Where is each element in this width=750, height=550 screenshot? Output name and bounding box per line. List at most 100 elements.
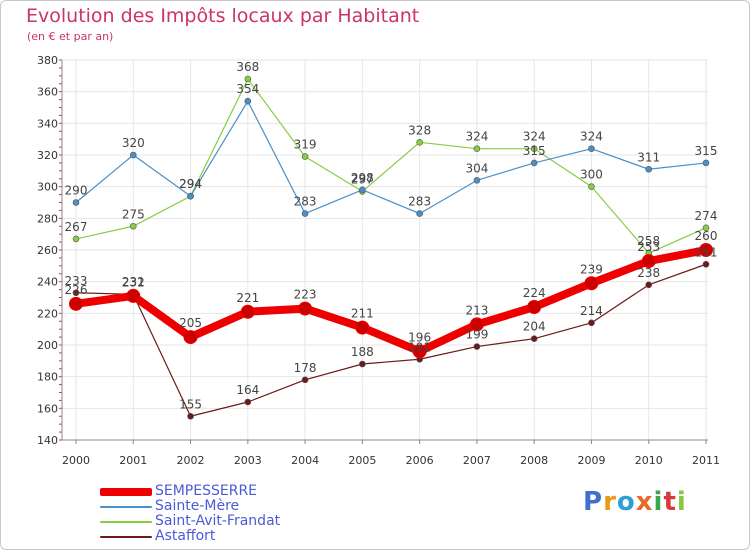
data-label: 214 [580, 304, 603, 318]
data-label: 164 [236, 383, 259, 397]
data-point [473, 145, 481, 152]
data-label: 253 [637, 240, 660, 254]
series-line [75, 263, 707, 417]
data-label: 315 [695, 144, 718, 158]
data-label: 298 [351, 171, 374, 185]
y-tick-label: 140 [37, 434, 58, 447]
x-tick-label: 2005 [348, 454, 376, 467]
logo-letter: t [663, 487, 677, 517]
data-point [527, 300, 542, 314]
data-point [240, 304, 255, 319]
legend-label: Sainte-Mère [155, 498, 240, 514]
data-point [641, 254, 656, 269]
legend-swatch [100, 488, 152, 496]
data-point [530, 335, 538, 342]
data-label: 211 [351, 307, 374, 321]
x-tick-label: 2002 [177, 454, 205, 467]
y-tick-label: 260 [37, 244, 58, 257]
data-label: 324 [465, 130, 488, 144]
data-label: 213 [465, 303, 488, 317]
logo-letter: x [635, 487, 654, 517]
data-point [530, 159, 538, 167]
data-label: 196 [408, 330, 431, 344]
series-line [75, 78, 707, 254]
data-label: 274 [695, 209, 718, 223]
series-line [75, 246, 707, 356]
x-tick-label: 2000 [62, 454, 90, 467]
y-tick-label: 220 [37, 307, 58, 320]
y-tick-label: 200 [37, 339, 58, 352]
logo-letter: o [616, 487, 636, 517]
x-tick-label: 2008 [520, 454, 548, 467]
y-tick-label: 320 [37, 149, 58, 162]
data-label: 191 [408, 340, 431, 354]
data-label: 311 [637, 150, 660, 164]
data-label: 204 [523, 320, 546, 334]
data-point [645, 165, 653, 173]
label-layer: 233 232 155 164 178 188 191 199 204 214 238 251 267 2… [65, 60, 718, 411]
data-point [187, 412, 194, 420]
y-tick-label: 160 [37, 402, 58, 415]
data-label: 290 [65, 184, 88, 198]
data-point [530, 145, 538, 152]
y-tick-label: 360 [37, 86, 58, 99]
data-point [412, 344, 427, 359]
data-point [355, 320, 370, 335]
data-label: 283 [294, 195, 317, 209]
data-label: 178 [294, 361, 317, 375]
data-point [129, 222, 137, 230]
data-point [416, 210, 423, 217]
data-label: 354 [236, 82, 259, 96]
data-point [129, 151, 137, 159]
data-label: 221 [236, 291, 259, 305]
data-label: 232 [122, 275, 145, 289]
data-point [301, 376, 309, 384]
legend-swatch [100, 521, 152, 523]
data-label: 199 [465, 328, 488, 342]
data-label: 251 [695, 245, 718, 259]
data-label: 188 [351, 345, 374, 359]
data-label: 205 [179, 316, 202, 330]
proxiti-logo: Proxiti [583, 487, 687, 517]
y-tick-label: 380 [37, 54, 58, 67]
data-label: 258 [637, 234, 660, 248]
data-point [301, 153, 309, 160]
data-point [244, 97, 252, 105]
data-label: 297 [351, 172, 374, 186]
x-tick-label: 2003 [234, 454, 262, 467]
data-point [72, 199, 80, 206]
data-label: 223 [294, 288, 317, 302]
data-label: 319 [294, 138, 317, 152]
logo-letter: i [653, 487, 664, 517]
data-label: 226 [65, 283, 88, 297]
y-tick-label: 340 [37, 117, 58, 130]
data-point [702, 159, 710, 167]
data-point [588, 183, 595, 190]
x-tick-label: 2011 [692, 454, 720, 467]
chart-title: Evolution des Impôts locaux par Habitant [26, 5, 420, 27]
data-label: 320 [122, 136, 145, 150]
y-tick-label: 300 [37, 181, 58, 194]
data-point [126, 288, 141, 303]
data-point [469, 317, 484, 332]
x-tick-label: 2006 [406, 454, 434, 467]
axis-layer: 140 160 180 200 220 240 260 280 300 320 340 360 380 2… [37, 54, 720, 467]
y-tick-label: 280 [37, 212, 58, 225]
data-label: 233 [65, 274, 88, 288]
data-label: 260 [695, 229, 718, 243]
data-point [702, 260, 710, 268]
data-label: 238 [637, 266, 660, 280]
data-point [473, 343, 481, 350]
data-point [645, 281, 653, 289]
data-label: 231 [122, 275, 145, 289]
data-point [588, 319, 595, 327]
data-point [244, 75, 252, 83]
legend-swatch [100, 536, 152, 538]
grid-layer [62, 59, 708, 441]
series-layer [69, 75, 713, 420]
data-point [584, 276, 599, 291]
data-point [416, 139, 423, 146]
data-label: 294 [179, 177, 202, 191]
data-point [359, 360, 366, 368]
data-label: 267 [65, 220, 88, 234]
